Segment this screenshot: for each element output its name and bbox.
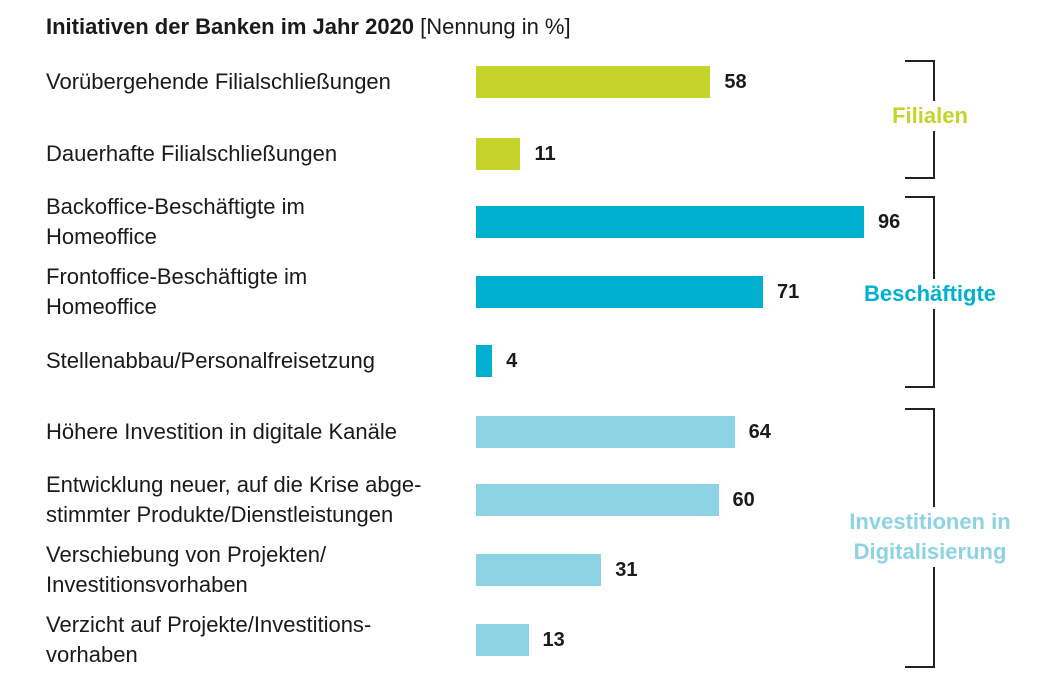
chart-subtitle: [Nennung in %]	[420, 14, 571, 39]
data-label: 71	[776, 281, 800, 303]
group-label: Beschäftigte	[845, 279, 1015, 309]
bar	[476, 206, 864, 238]
category-label: Frontoffice-Beschäftigte im Homeoffice	[46, 264, 308, 319]
bar	[476, 66, 711, 98]
category-label: Verzicht auf Projekte/Investitions- vorh…	[46, 612, 372, 667]
data-label: 64	[748, 421, 771, 443]
bar	[476, 138, 521, 170]
category-label: Verschiebung von Projekten/ Investitions…	[46, 542, 327, 597]
bar	[476, 276, 763, 308]
data-label: 11	[534, 143, 556, 165]
bar	[476, 416, 735, 448]
category-label: Dauerhafte Filialschließungen	[46, 141, 338, 166]
bar	[476, 345, 493, 377]
category-label: Entwicklung neuer, auf die Krise abge- s…	[46, 472, 422, 527]
data-label: 96	[878, 211, 901, 233]
group-label: Filialen	[870, 101, 990, 131]
data-label: 13	[542, 629, 565, 651]
data-label: 4	[506, 350, 518, 372]
category-label: Stellenabbau/Personalfreisetzung	[46, 348, 376, 373]
category-label: Backoffice-Beschäftigte im Homeoffice	[46, 194, 305, 249]
category-label: Vorübergehende Filialschließungen	[46, 69, 391, 94]
bar	[476, 554, 602, 586]
group-label: Investitionen in Digitalisierung	[835, 507, 1025, 567]
data-label: 60	[732, 489, 755, 511]
data-label: 58	[724, 71, 747, 93]
bar	[476, 484, 719, 516]
category-label: Höhere Investition in digitale Kanäle	[46, 419, 398, 444]
data-label: 31	[615, 559, 638, 581]
chart-title: Initiativen der Banken im Jahr 2020	[46, 14, 415, 39]
bar	[476, 624, 529, 656]
chart-title-block: Initiativen der Banken im Jahr 2020 [Nen…	[46, 14, 571, 40]
